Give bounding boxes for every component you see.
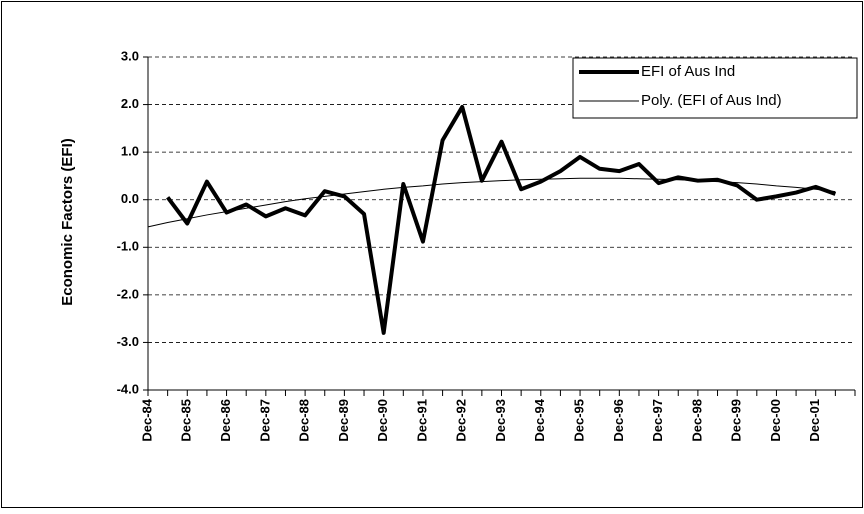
x-tick-label: Dec-98 bbox=[689, 399, 704, 442]
y-tick-label: 3.0 bbox=[121, 48, 139, 63]
y-tick-label: 0.0 bbox=[121, 191, 139, 206]
y-tick-label: 1.0 bbox=[121, 144, 139, 159]
y-tick-label: -3.0 bbox=[117, 334, 139, 349]
x-tick-label: Dec-86 bbox=[218, 399, 233, 442]
y-tick-label: -2.0 bbox=[117, 286, 139, 301]
x-tick-label: Dec-96 bbox=[611, 399, 626, 442]
x-tick-label: Dec-94 bbox=[532, 398, 547, 441]
x-tick-label: Dec-87 bbox=[257, 399, 272, 442]
x-tick-label: Dec-95 bbox=[571, 399, 586, 442]
x-tick-label: Dec-91 bbox=[414, 399, 429, 442]
legend-label: Poly. (EFI of Aus Ind) bbox=[641, 92, 782, 109]
x-tick-label: Dec-01 bbox=[807, 399, 822, 442]
y-tick-label: -4.0 bbox=[117, 381, 139, 396]
legend-box bbox=[572, 57, 858, 119]
y-tick-label: 2.0 bbox=[121, 96, 139, 111]
x-tick-label: Dec-84 bbox=[139, 398, 154, 441]
x-tick-label: Dec-99 bbox=[729, 399, 744, 442]
legend-label: EFI of Aus Ind bbox=[641, 63, 735, 80]
y-tick-label: -1.0 bbox=[117, 239, 139, 254]
series-line bbox=[147, 177, 836, 228]
x-tick-label: Dec-00 bbox=[768, 399, 783, 442]
x-tick-label: Dec-90 bbox=[375, 399, 390, 442]
y-axis-title: Economic Factors (EFI) bbox=[59, 138, 76, 306]
x-tick-label: Dec-89 bbox=[336, 399, 351, 442]
x-tick-label: Dec-85 bbox=[179, 399, 194, 442]
x-tick-label: Dec-88 bbox=[297, 399, 312, 442]
x-tick-label: Dec-97 bbox=[650, 399, 665, 442]
x-tick-label: Dec-92 bbox=[454, 399, 469, 442]
x-tick-label: Dec-93 bbox=[493, 399, 508, 442]
